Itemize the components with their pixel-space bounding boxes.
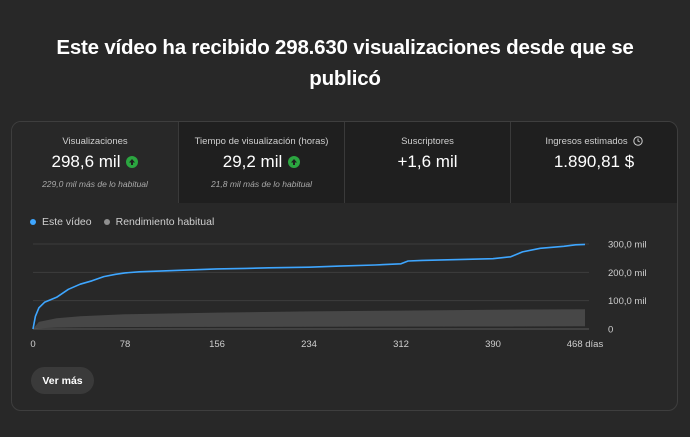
metric-label: Visualizaciones: [62, 136, 128, 147]
typical-performance-band: [33, 309, 585, 329]
metric-revenue[interactable]: Ingresos estimados 1.890,81 $: [510, 122, 677, 203]
metrics-row: Visualizaciones 298,6 mil 229,0 mil más …: [12, 122, 677, 203]
y-tick-label: 100,0 mil: [608, 296, 647, 307]
metric-value: 29,2 mil: [222, 152, 283, 171]
metric-label: Suscriptores: [401, 136, 454, 147]
metric-subtext: 229,0 mil más de lo habitual: [42, 179, 148, 189]
metric-views[interactable]: Visualizaciones 298,6 mil 229,0 mil más …: [12, 122, 178, 203]
series-dot-icon: [30, 219, 36, 225]
legend-item-this-video: Este vídeo: [30, 216, 92, 228]
legend-item-typical: Rendimiento habitual: [103, 216, 215, 228]
metric-value: 298,6 mil: [51, 152, 121, 171]
metric-value: +1,6 mil: [397, 152, 458, 171]
x-tick-label: 312: [393, 339, 409, 350]
metric-subscribers[interactable]: Suscriptores +1,6 mil: [344, 122, 510, 203]
metric-value: 1.890,81 $: [553, 152, 635, 171]
metric-label: Ingresos estimados: [545, 136, 628, 147]
x-tick-label: 234: [301, 339, 317, 350]
legend-label: Este vídeo: [42, 216, 92, 228]
legend-label: Rendimiento habitual: [115, 216, 215, 228]
y-tick-label: 200,0 mil: [608, 268, 647, 279]
chart-legend: Este vídeo Rendimiento habitual: [30, 216, 214, 228]
x-tick-label: 156: [209, 339, 225, 350]
x-tick-label: 468 días: [567, 339, 604, 350]
views-line-chart: 0 100,0 mil 200,0 mil 300,0 mil 0 78 156 234 312…: [30, 240, 647, 351]
see-more-button[interactable]: Ver más: [31, 367, 94, 394]
analytics-card: Visualizaciones 298,6 mil 229,0 mil más …: [11, 121, 678, 411]
series-line-this-video: [32, 243, 586, 330]
x-tick-label: 78: [120, 339, 131, 350]
metric-value-wrap: 29,2 mil: [179, 152, 344, 172]
x-tick-label: 0: [30, 339, 35, 350]
x-tick-label: 390: [485, 339, 501, 350]
metric-value-wrap: 298,6 mil: [12, 152, 178, 172]
y-tick-label: 0: [608, 325, 613, 336]
metric-label-wrap: Ingresos estimados: [511, 136, 677, 149]
page-headline: Este vídeo ha recibido 298.630 visualiza…: [56, 36, 634, 90]
series-dot-icon: [103, 219, 110, 225]
y-tick-label: 300,0 mil: [608, 240, 647, 251]
arrow-up-icon: [126, 156, 139, 168]
metric-watch-time[interactable]: Tiempo de visualización (horas) 29,2 mil…: [178, 122, 344, 203]
metric-subtext: 21,8 mil más de lo habitual: [210, 179, 313, 189]
clock-icon: [632, 136, 643, 149]
arrow-up-icon: [288, 156, 301, 168]
metric-label: Tiempo de visualización (horas): [194, 136, 329, 147]
